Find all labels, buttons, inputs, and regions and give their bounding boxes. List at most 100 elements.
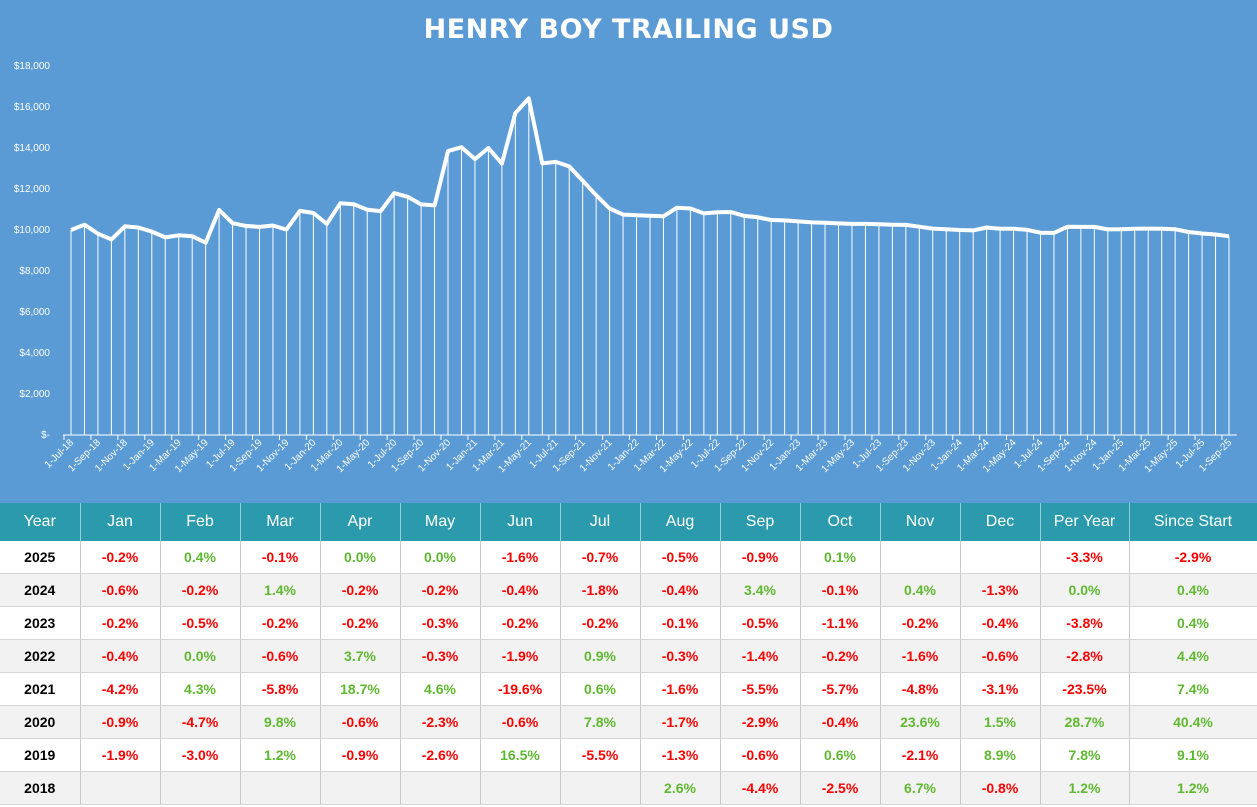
table-row: 2019 -1.9% -3.0% 1.2% -0.9% -2.6% 16.5% -5.5% -1… — [0, 738, 1257, 772]
return-cell: 8.9% — [960, 738, 1041, 772]
series-line — [70, 96, 1230, 245]
return-cell — [880, 541, 961, 574]
y-tick-label: $10,000 — [14, 225, 51, 236]
column-header: Feb — [160, 503, 241, 541]
year-cell: 2020 — [0, 705, 81, 739]
table-row: 2023 -0.2% -0.5% -0.2% -0.2% -0.3% -0.2% -0.2% -… — [0, 606, 1257, 640]
table-row: 2020 -0.9% -4.7% 9.8% -0.6% -2.3% -0.6% 7.8% -1.… — [0, 705, 1257, 739]
return-cell: -0.4% — [80, 639, 161, 673]
return-cell: -0.2% — [160, 573, 241, 607]
return-cell: 0.4% — [160, 541, 241, 574]
return-cell: 7.8% — [1040, 738, 1130, 772]
year-cell: 2021 — [0, 672, 81, 706]
year-cell: 2023 — [0, 606, 81, 640]
return-cell — [240, 771, 321, 805]
column-header: Year — [0, 503, 81, 541]
return-cell — [320, 771, 401, 805]
year-cell: 2022 — [0, 639, 81, 673]
y-tick-label: $4,000 — [19, 348, 50, 359]
return-cell: 0.0% — [400, 541, 481, 574]
return-cell — [160, 771, 241, 805]
return-cell: -0.1% — [640, 606, 721, 640]
return-cell: 1.2% — [1040, 771, 1130, 805]
return-cell: 0.4% — [880, 573, 961, 607]
return-cell: 0.9% — [560, 639, 641, 673]
return-cell: -0.3% — [400, 606, 481, 640]
return-cell: -0.5% — [160, 606, 241, 640]
return-cell: 0.1% — [800, 541, 881, 574]
column-header: Jul — [560, 503, 641, 541]
return-cell: -4.7% — [160, 705, 241, 739]
return-cell: 16.5% — [480, 738, 561, 772]
column-header: May — [400, 503, 481, 541]
year-cell: 2018 — [0, 771, 81, 805]
return-cell: -2.9% — [720, 705, 801, 739]
return-cell — [480, 771, 561, 805]
return-cell — [560, 771, 641, 805]
return-cell: 4.6% — [400, 672, 481, 706]
return-cell: -23.5% — [1040, 672, 1130, 706]
return-cell: -0.2% — [240, 606, 321, 640]
return-cell: -0.9% — [80, 705, 161, 739]
return-cell: -1.9% — [80, 738, 161, 772]
column-header: Apr — [320, 503, 401, 541]
return-cell: 3.4% — [720, 573, 801, 607]
return-cell: -0.6% — [480, 705, 561, 739]
chart-title: HENRY BOY TRAILING USD — [423, 14, 834, 45]
return-cell: 1.2% — [240, 738, 321, 772]
return-cell: -0.6% — [960, 639, 1041, 673]
return-cell: -3.1% — [960, 672, 1041, 706]
return-cell: -0.4% — [480, 573, 561, 607]
return-cell: 18.7% — [320, 672, 401, 706]
return-cell: -1.1% — [800, 606, 881, 640]
return-cell: 4.3% — [160, 672, 241, 706]
table-row: 2021 -4.2% 4.3% -5.8% 18.7% 4.6% -19.6% 0.6% -1.… — [0, 672, 1257, 706]
y-tick-label: $6,000 — [19, 307, 50, 318]
return-cell: 40.4% — [1129, 705, 1257, 739]
return-cell: -4.8% — [880, 672, 961, 706]
return-cell: -0.3% — [640, 639, 721, 673]
return-cell: -0.2% — [880, 606, 961, 640]
return-cell: -5.8% — [240, 672, 321, 706]
return-cell — [960, 541, 1041, 574]
y-tick-label: $14,000 — [14, 143, 51, 154]
column-header: Dec — [960, 503, 1041, 541]
return-cell: -0.2% — [80, 541, 161, 574]
return-cell: -0.2% — [480, 606, 561, 640]
return-cell: -0.2% — [80, 606, 161, 640]
year-cell: 2025 — [0, 541, 81, 574]
return-cell: -2.1% — [880, 738, 961, 772]
table-row: 2022 -0.4% 0.0% -0.6% 3.7% -0.3% -1.9% 0.9% -0.3… — [0, 639, 1257, 673]
return-cell: 0.6% — [560, 672, 641, 706]
return-cell: -3.8% — [1040, 606, 1130, 640]
return-cell: 1.5% — [960, 705, 1041, 739]
return-cell: -0.8% — [960, 771, 1041, 805]
return-cell: 2.6% — [640, 771, 721, 805]
return-cell: -1.3% — [640, 738, 721, 772]
return-cell: -3.0% — [160, 738, 241, 772]
header-row: Year Jan Feb Mar Apr May Jun Jul Aug Sep Oct Nov Dec… — [0, 503, 1257, 541]
column-header: Jun — [480, 503, 561, 541]
return-cell: 0.0% — [1040, 573, 1130, 607]
return-cell: -0.3% — [400, 639, 481, 673]
return-cell — [80, 771, 161, 805]
return-cell: 0.4% — [1129, 573, 1257, 607]
return-cell: 0.6% — [800, 738, 881, 772]
column-header: Sep — [720, 503, 801, 541]
return-cell: -0.2% — [560, 606, 641, 640]
return-cell: -19.6% — [480, 672, 561, 706]
table-row: 2018 2.6% -4.4% -2.5% 6.7% -0.8% 1.2% 1.2% — [0, 771, 1257, 805]
return-cell: 23.6% — [880, 705, 961, 739]
return-cell: -0.5% — [720, 606, 801, 640]
return-cell: -0.1% — [240, 541, 321, 574]
return-cell: -0.2% — [320, 606, 401, 640]
table-row: 2024 -0.6% -0.2% 1.4% -0.2% -0.2% -0.4% -1.8% -0… — [0, 573, 1257, 607]
return-cell: -1.6% — [640, 672, 721, 706]
chart-panel: HENRY BOY TRAILING USD $- $2,000 $4,000 $6,… — [0, 0, 1257, 503]
return-cell: -5.5% — [560, 738, 641, 772]
return-cell: -5.7% — [800, 672, 881, 706]
return-cell: 0.0% — [160, 639, 241, 673]
return-cell: 28.7% — [1040, 705, 1130, 739]
return-cell: -0.9% — [320, 738, 401, 772]
return-cell: 9.8% — [240, 705, 321, 739]
